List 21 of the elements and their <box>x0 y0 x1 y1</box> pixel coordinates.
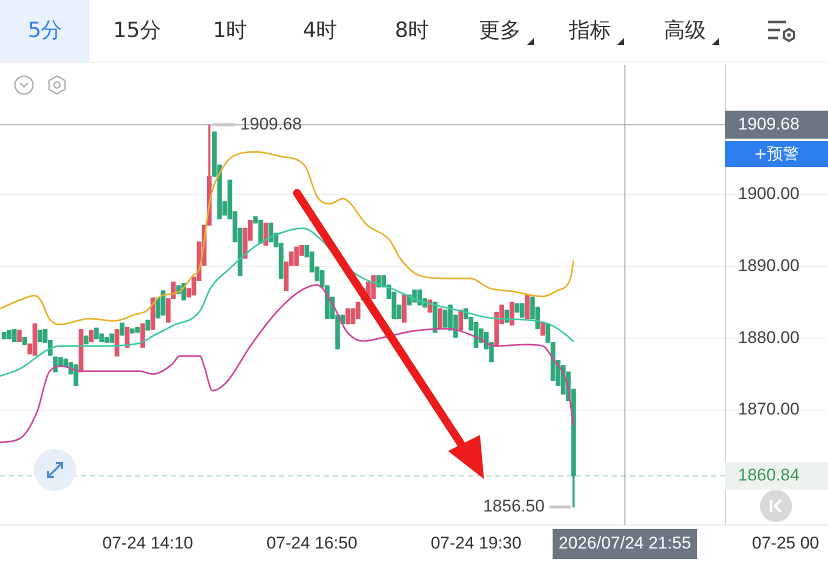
text: 更多 <box>478 17 522 44</box>
ref-line-label: 1909.68 <box>738 114 800 134</box>
y-tick-label: 1890.00 <box>738 256 800 275</box>
y-tick-label: 1880.00 <box>738 328 800 347</box>
text: 07-25 00 <box>752 534 820 553</box>
text: 指标 <box>568 17 612 44</box>
text: 5分 <box>26 17 64 44</box>
text: 1时 <box>212 17 248 44</box>
ref-line-label: 2026/07/24 21:55 <box>558 534 692 553</box>
x-tick-label: 07-24 19:30 <box>430 534 522 553</box>
annotation: 1909.68 <box>240 114 302 134</box>
text: 8时 <box>394 17 430 44</box>
ref-line-label: 1860.84 <box>738 466 800 485</box>
y-tick-label: 1870.00 <box>738 400 800 419</box>
text: 15分 <box>112 17 162 44</box>
y-tick-label: 1900.00 <box>738 184 800 204</box>
x-tick-label: 07-24 14:10 <box>102 534 194 553</box>
text: 4时 <box>302 17 338 44</box>
annotation: 1856.50 <box>483 496 545 516</box>
x-tick-label: 07-24 16:50 <box>266 534 358 553</box>
text: 高级 <box>663 17 707 44</box>
